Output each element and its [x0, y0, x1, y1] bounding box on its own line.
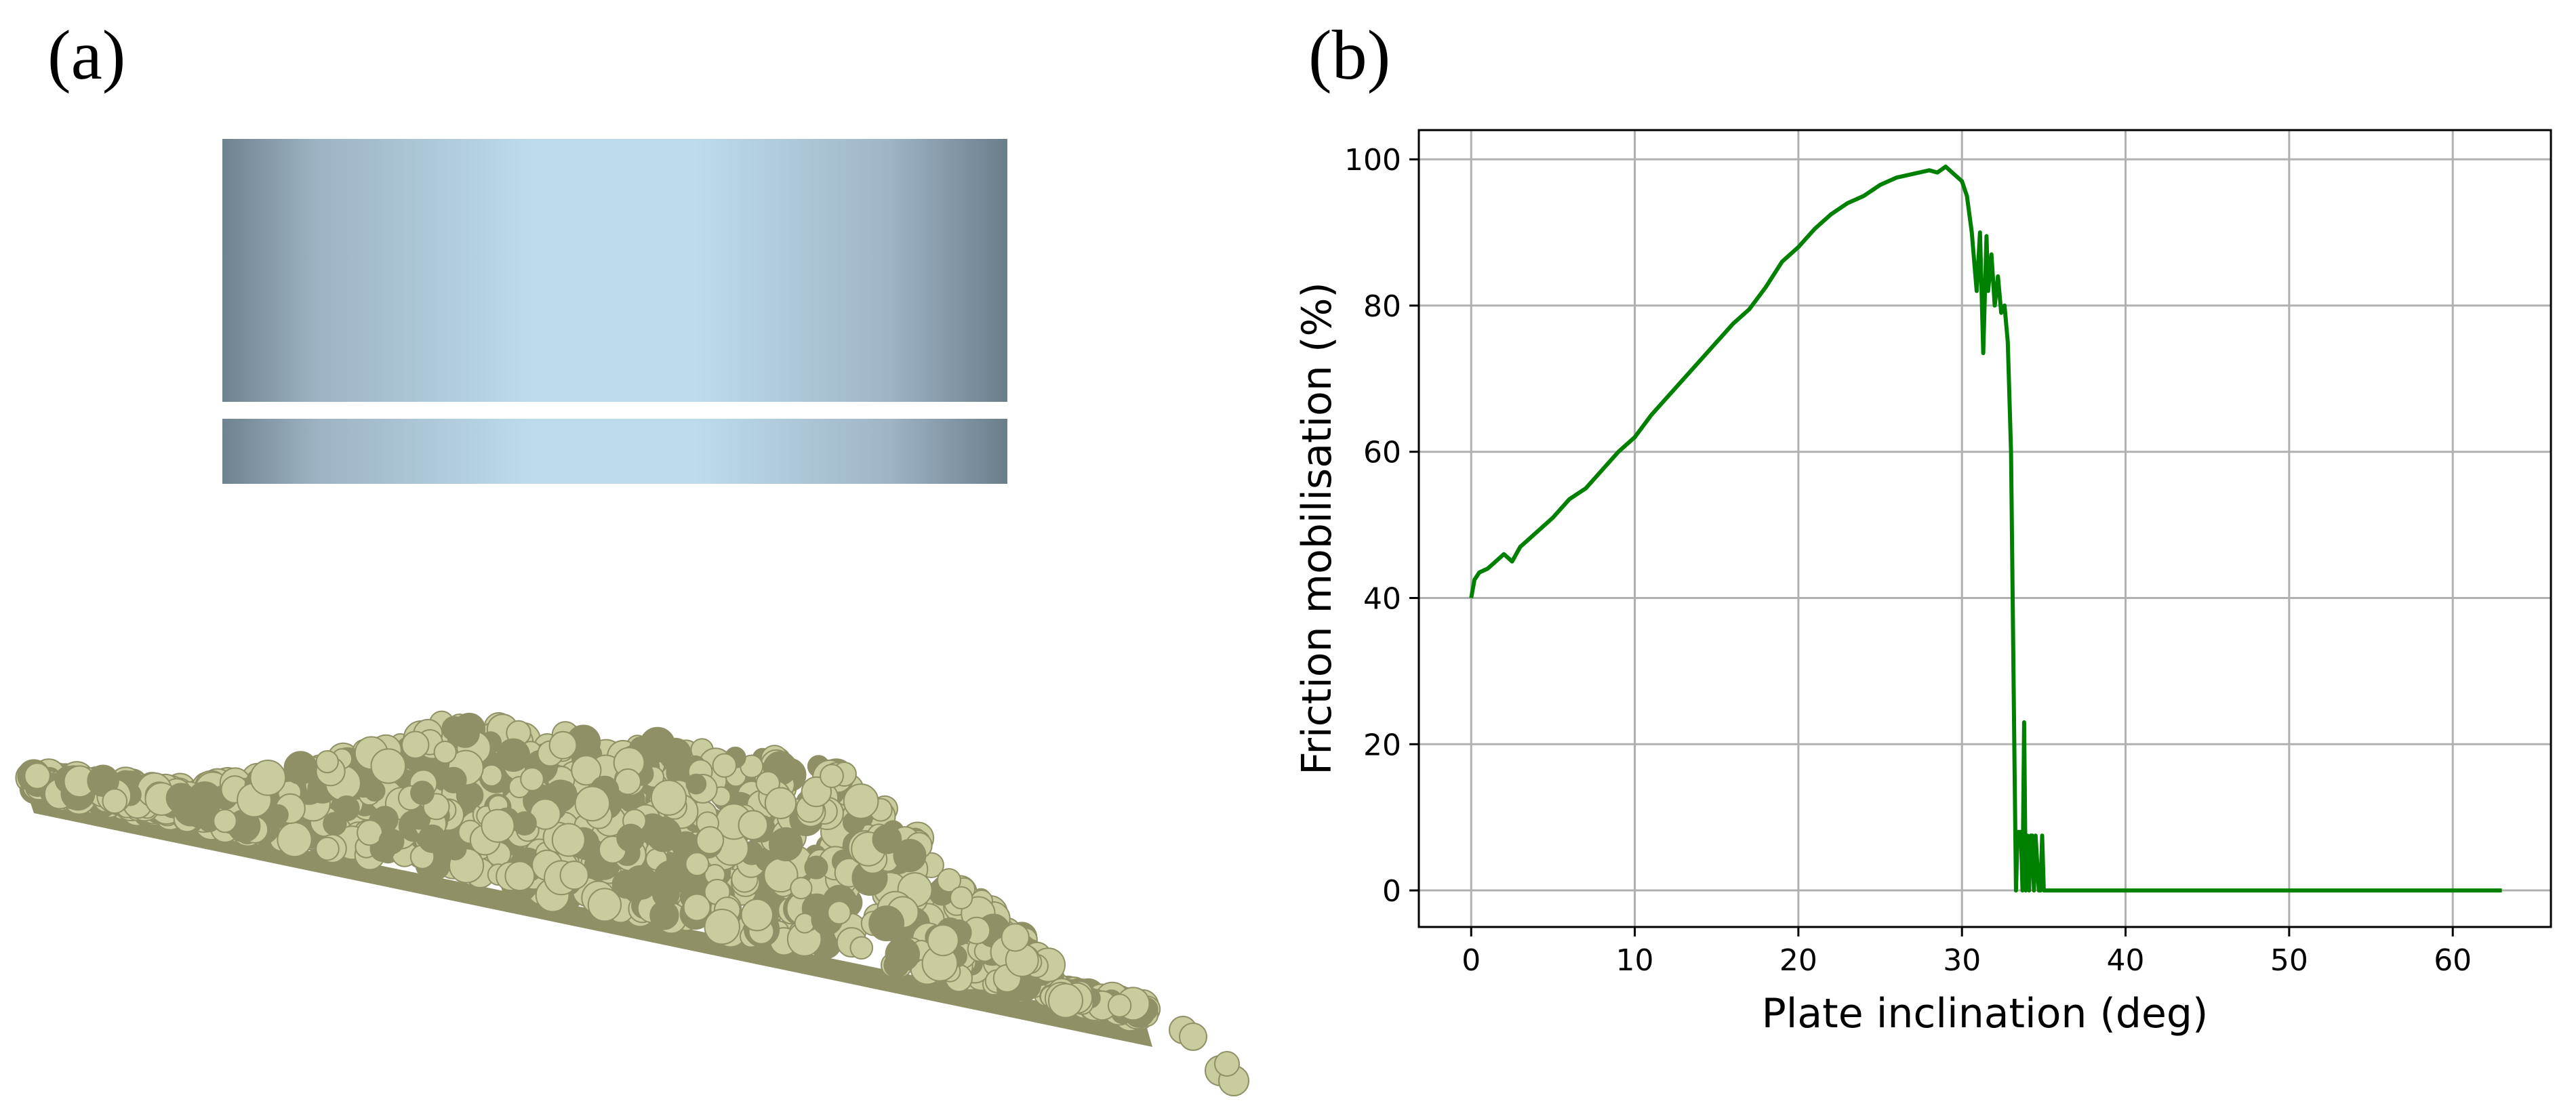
y-tick-label: 40 — [1363, 581, 1401, 616]
y-axis-label: Friction mobilisation (%) — [1293, 282, 1341, 775]
panel-label-a: (a) — [47, 16, 126, 94]
series-line — [1469, 164, 2502, 893]
y-tick-label: 80 — [1363, 289, 1401, 324]
x-tick-label: 50 — [2270, 943, 2308, 978]
x-tick-label: 20 — [1779, 943, 1817, 978]
x-tick-label: 60 — [2434, 943, 2472, 978]
x-tick-label: 0 — [1462, 943, 1481, 978]
y-tick-label: 0 — [1382, 874, 1401, 909]
cylinder-lower — [222, 419, 1007, 484]
inclined-plate — [27, 793, 1152, 1047]
y-tick-label: 20 — [1363, 728, 1401, 762]
friction-chart: 0 10 20 30 40 50 60 0 20 40 60 80 100 Plate inclinat… — [1293, 129, 2552, 1037]
x-tick-label: 10 — [1616, 943, 1654, 978]
plot-frame — [1417, 129, 2552, 928]
simulation-render — [15, 139, 1249, 1096]
x-tick-label: 30 — [1943, 943, 1981, 978]
axis-ticks: 0 10 20 30 40 50 60 0 20 40 60 80 100 — [1344, 143, 2472, 978]
y-tick-label: 60 — [1363, 436, 1401, 470]
panel-label-b: (b) — [1308, 16, 1391, 94]
y-tick-label: 100 — [1344, 143, 1401, 178]
cylinder-upper — [222, 139, 1007, 402]
x-axis-label: Plate inclination (deg) — [1762, 990, 2209, 1037]
granular-particle-pile — [15, 710, 1249, 1096]
x-tick-label: 40 — [2107, 943, 2145, 978]
